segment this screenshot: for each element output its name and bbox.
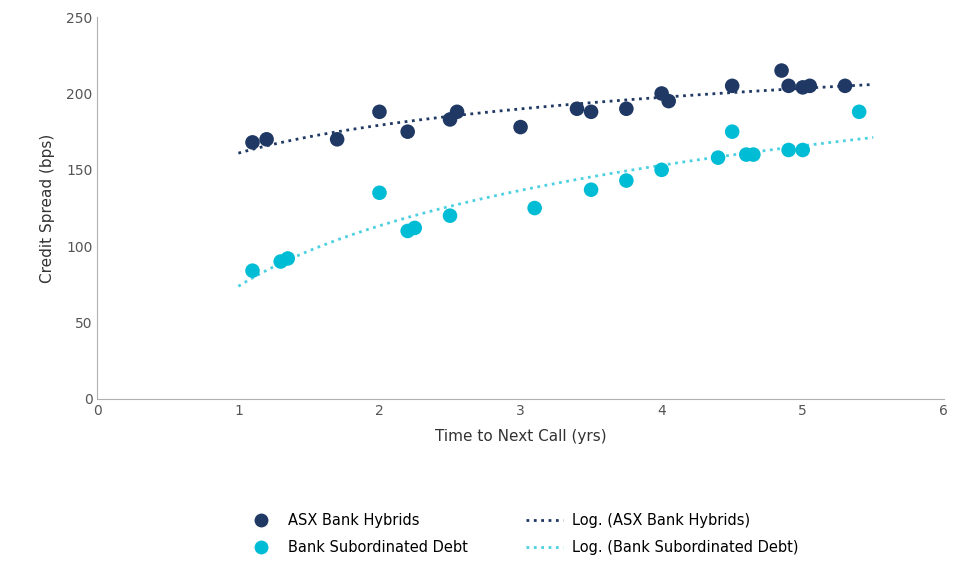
Point <box>372 107 387 116</box>
Point <box>619 176 634 185</box>
Point <box>661 96 676 105</box>
Point <box>710 153 726 162</box>
Point <box>724 127 739 136</box>
Point <box>724 82 739 91</box>
Point <box>837 82 852 91</box>
Point <box>739 150 754 159</box>
Point <box>450 107 465 116</box>
Point <box>795 83 811 92</box>
Point <box>583 107 598 116</box>
Point <box>245 266 261 275</box>
Point <box>774 66 789 75</box>
Point <box>654 165 669 174</box>
Point <box>654 89 669 98</box>
Point <box>526 203 542 213</box>
X-axis label: Time to Next Call (yrs): Time to Next Call (yrs) <box>435 429 606 444</box>
Point <box>619 104 634 113</box>
Point <box>372 188 387 197</box>
Legend: ASX Bank Hybrids, Bank Subordinated Debt, Log. (ASX Bank Hybrids), Log. (Bank Su: ASX Bank Hybrids, Bank Subordinated Debt… <box>243 513 798 555</box>
Point <box>851 107 867 116</box>
Y-axis label: Credit Spread (bps): Credit Spread (bps) <box>40 133 54 283</box>
Point <box>442 115 458 124</box>
Point <box>745 150 761 159</box>
Point <box>407 223 422 233</box>
Point <box>780 82 796 91</box>
Point <box>795 145 811 154</box>
Point <box>400 226 415 235</box>
Point <box>329 135 344 144</box>
Point <box>280 254 296 263</box>
Point <box>513 123 528 132</box>
Point <box>442 211 458 220</box>
Point <box>259 135 274 144</box>
Point <box>780 145 796 154</box>
Point <box>245 138 261 147</box>
Point <box>583 185 598 194</box>
Point <box>272 257 289 266</box>
Point <box>569 104 585 113</box>
Point <box>400 127 415 136</box>
Point <box>802 82 817 91</box>
